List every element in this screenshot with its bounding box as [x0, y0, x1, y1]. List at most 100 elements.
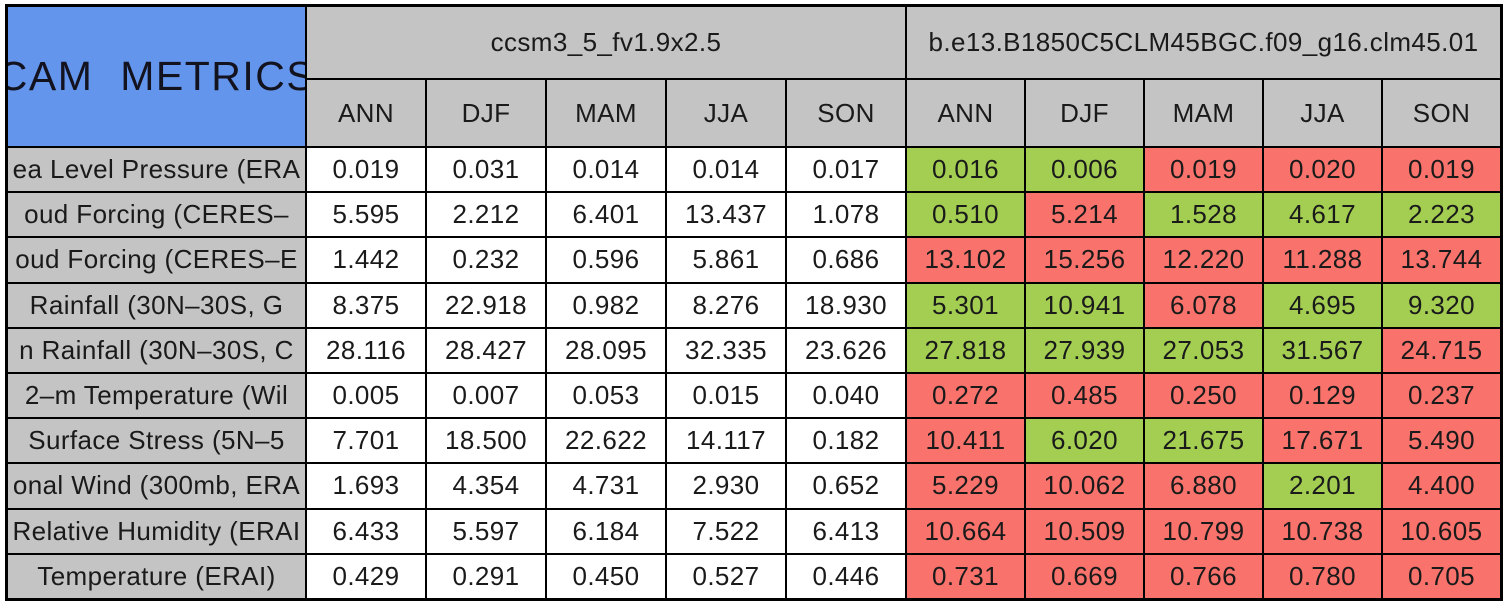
- comparison-value-cell: 9.320: [1383, 283, 1500, 327]
- comparison-value-cell: 0.510: [907, 193, 1024, 237]
- table-title: CAM METRICS: [8, 7, 305, 146]
- metric-value-cell: 0.014: [667, 148, 785, 192]
- comparison-value-cell: 10.664: [907, 509, 1024, 553]
- comparison-value-cell: 24.715: [1383, 328, 1500, 372]
- metrics-table: CAM METRICS ccsm3_5_fv1.9x2.5 b.e13.B1850C…: [5, 4, 1503, 601]
- metric-value-cell: 28.427: [427, 328, 545, 372]
- season-header: ANN: [307, 80, 425, 146]
- comparison-value-cell: 0.237: [1383, 373, 1500, 418]
- row-label: n Rainfall (30N–30S, C: [8, 328, 305, 372]
- metric-value-cell: 28.095: [547, 328, 665, 372]
- metric-value-cell: 8.375: [307, 283, 425, 327]
- metric-value-cell: 32.335: [667, 328, 785, 372]
- comparison-value-cell: 5.301: [907, 283, 1024, 327]
- comparison-value-cell: 10.605: [1383, 509, 1500, 553]
- comparison-value-cell: 4.400: [1383, 464, 1500, 508]
- comparison-value-cell: 0.019: [1145, 148, 1262, 192]
- comparison-value-cell: 4.617: [1264, 193, 1381, 237]
- row-label: 2–m Temperature (Wil: [8, 373, 305, 418]
- comparison-value-cell: 0.485: [1026, 373, 1143, 418]
- comparison-value-cell: 12.220: [1145, 238, 1262, 282]
- comparison-value-cell: 11.288: [1264, 238, 1381, 282]
- metric-value-cell: 0.652: [787, 464, 905, 508]
- comparison-value-cell: 0.705: [1383, 554, 1500, 598]
- season-header: SON: [787, 80, 905, 146]
- metric-value-cell: 18.930: [787, 283, 905, 327]
- row-label: Surface Stress (5N–5: [8, 419, 305, 463]
- metric-value-cell: 0.040: [787, 373, 905, 418]
- season-header: ANN: [907, 80, 1024, 146]
- comparison-value-cell: 0.731: [907, 554, 1024, 598]
- metric-value-cell: 0.007: [427, 373, 545, 418]
- metric-value-cell: 0.429: [307, 554, 425, 598]
- comparison-value-cell: 0.020: [1264, 148, 1381, 192]
- metric-value-cell: 2.212: [427, 193, 545, 237]
- comparison-value-cell: 10.941: [1026, 283, 1143, 327]
- comparison-value-cell: 10.509: [1026, 509, 1143, 553]
- metric-value-cell: 0.182: [787, 419, 905, 463]
- row-label: ea Level Pressure (ERA: [8, 148, 305, 192]
- metric-value-cell: 1.078: [787, 193, 905, 237]
- metric-value-cell: 28.116: [307, 328, 425, 372]
- metric-value-cell: 22.622: [547, 419, 665, 463]
- row-label: Rainfall (30N–30S, G: [8, 283, 305, 327]
- metric-value-cell: 6.184: [547, 509, 665, 553]
- comparison-value-cell: 10.411: [907, 419, 1024, 463]
- row-label: Relative Humidity (ERAI: [8, 509, 305, 553]
- comparison-value-cell: 10.799: [1145, 509, 1262, 553]
- metric-value-cell: 7.701: [307, 419, 425, 463]
- comparison-value-cell: 5.229: [907, 464, 1024, 508]
- comparison-value-cell: 10.738: [1264, 509, 1381, 553]
- comparison-value-cell: 2.201: [1264, 464, 1381, 508]
- season-header: MAM: [547, 80, 665, 146]
- comparison-value-cell: 6.078: [1145, 283, 1262, 327]
- row-label: onal Wind (300mb, ERA: [8, 464, 305, 508]
- metric-value-cell: 6.413: [787, 509, 905, 553]
- row-label: Temperature (ERAI): [8, 554, 305, 598]
- comparison-value-cell: 17.671: [1264, 419, 1381, 463]
- row-label: oud Forcing (CERES–: [8, 193, 305, 237]
- metric-value-cell: 0.232: [427, 238, 545, 282]
- comparison-value-cell: 6.020: [1026, 419, 1143, 463]
- metric-value-cell: 13.437: [667, 193, 785, 237]
- comparison-value-cell: 0.766: [1145, 554, 1262, 598]
- season-header: DJF: [427, 80, 545, 146]
- comparison-value-cell: 0.016: [907, 148, 1024, 192]
- metric-value-cell: 0.982: [547, 283, 665, 327]
- metric-value-cell: 0.446: [787, 554, 905, 598]
- comparison-value-cell: 21.675: [1145, 419, 1262, 463]
- metric-value-cell: 8.276: [667, 283, 785, 327]
- model-group-header-1: ccsm3_5_fv1.9x2.5: [307, 7, 905, 78]
- metric-value-cell: 23.626: [787, 328, 905, 372]
- comparison-value-cell: 0.250: [1145, 373, 1262, 418]
- metric-value-cell: 5.597: [427, 509, 545, 553]
- metric-value-cell: 0.005: [307, 373, 425, 418]
- metric-value-cell: 0.053: [547, 373, 665, 418]
- metric-value-cell: 14.117: [667, 419, 785, 463]
- metric-value-cell: 0.686: [787, 238, 905, 282]
- comparison-value-cell: 13.744: [1383, 238, 1500, 282]
- metric-value-cell: 2.930: [667, 464, 785, 508]
- metric-value-cell: 0.527: [667, 554, 785, 598]
- comparison-value-cell: 5.490: [1383, 419, 1500, 463]
- metric-value-cell: 0.019: [307, 148, 425, 192]
- metric-value-cell: 6.433: [307, 509, 425, 553]
- comparison-value-cell: 0.272: [907, 373, 1024, 418]
- comparison-value-cell: 6.880: [1145, 464, 1262, 508]
- metric-value-cell: 1.442: [307, 238, 425, 282]
- comparison-value-cell: 27.939: [1026, 328, 1143, 372]
- comparison-value-cell: 0.780: [1264, 554, 1381, 598]
- comparison-value-cell: 0.006: [1026, 148, 1143, 192]
- comparison-value-cell: 0.019: [1383, 148, 1500, 192]
- comparison-value-cell: 2.223: [1383, 193, 1500, 237]
- metric-value-cell: 7.522: [667, 509, 785, 553]
- metric-value-cell: 0.017: [787, 148, 905, 192]
- comparison-value-cell: 13.102: [907, 238, 1024, 282]
- metric-value-cell: 0.014: [547, 148, 665, 192]
- comparison-value-cell: 15.256: [1026, 238, 1143, 282]
- metric-value-cell: 22.918: [427, 283, 545, 327]
- metric-value-cell: 1.693: [307, 464, 425, 508]
- season-header: DJF: [1026, 80, 1143, 146]
- metric-value-cell: 5.861: [667, 238, 785, 282]
- metric-value-cell: 0.291: [427, 554, 545, 598]
